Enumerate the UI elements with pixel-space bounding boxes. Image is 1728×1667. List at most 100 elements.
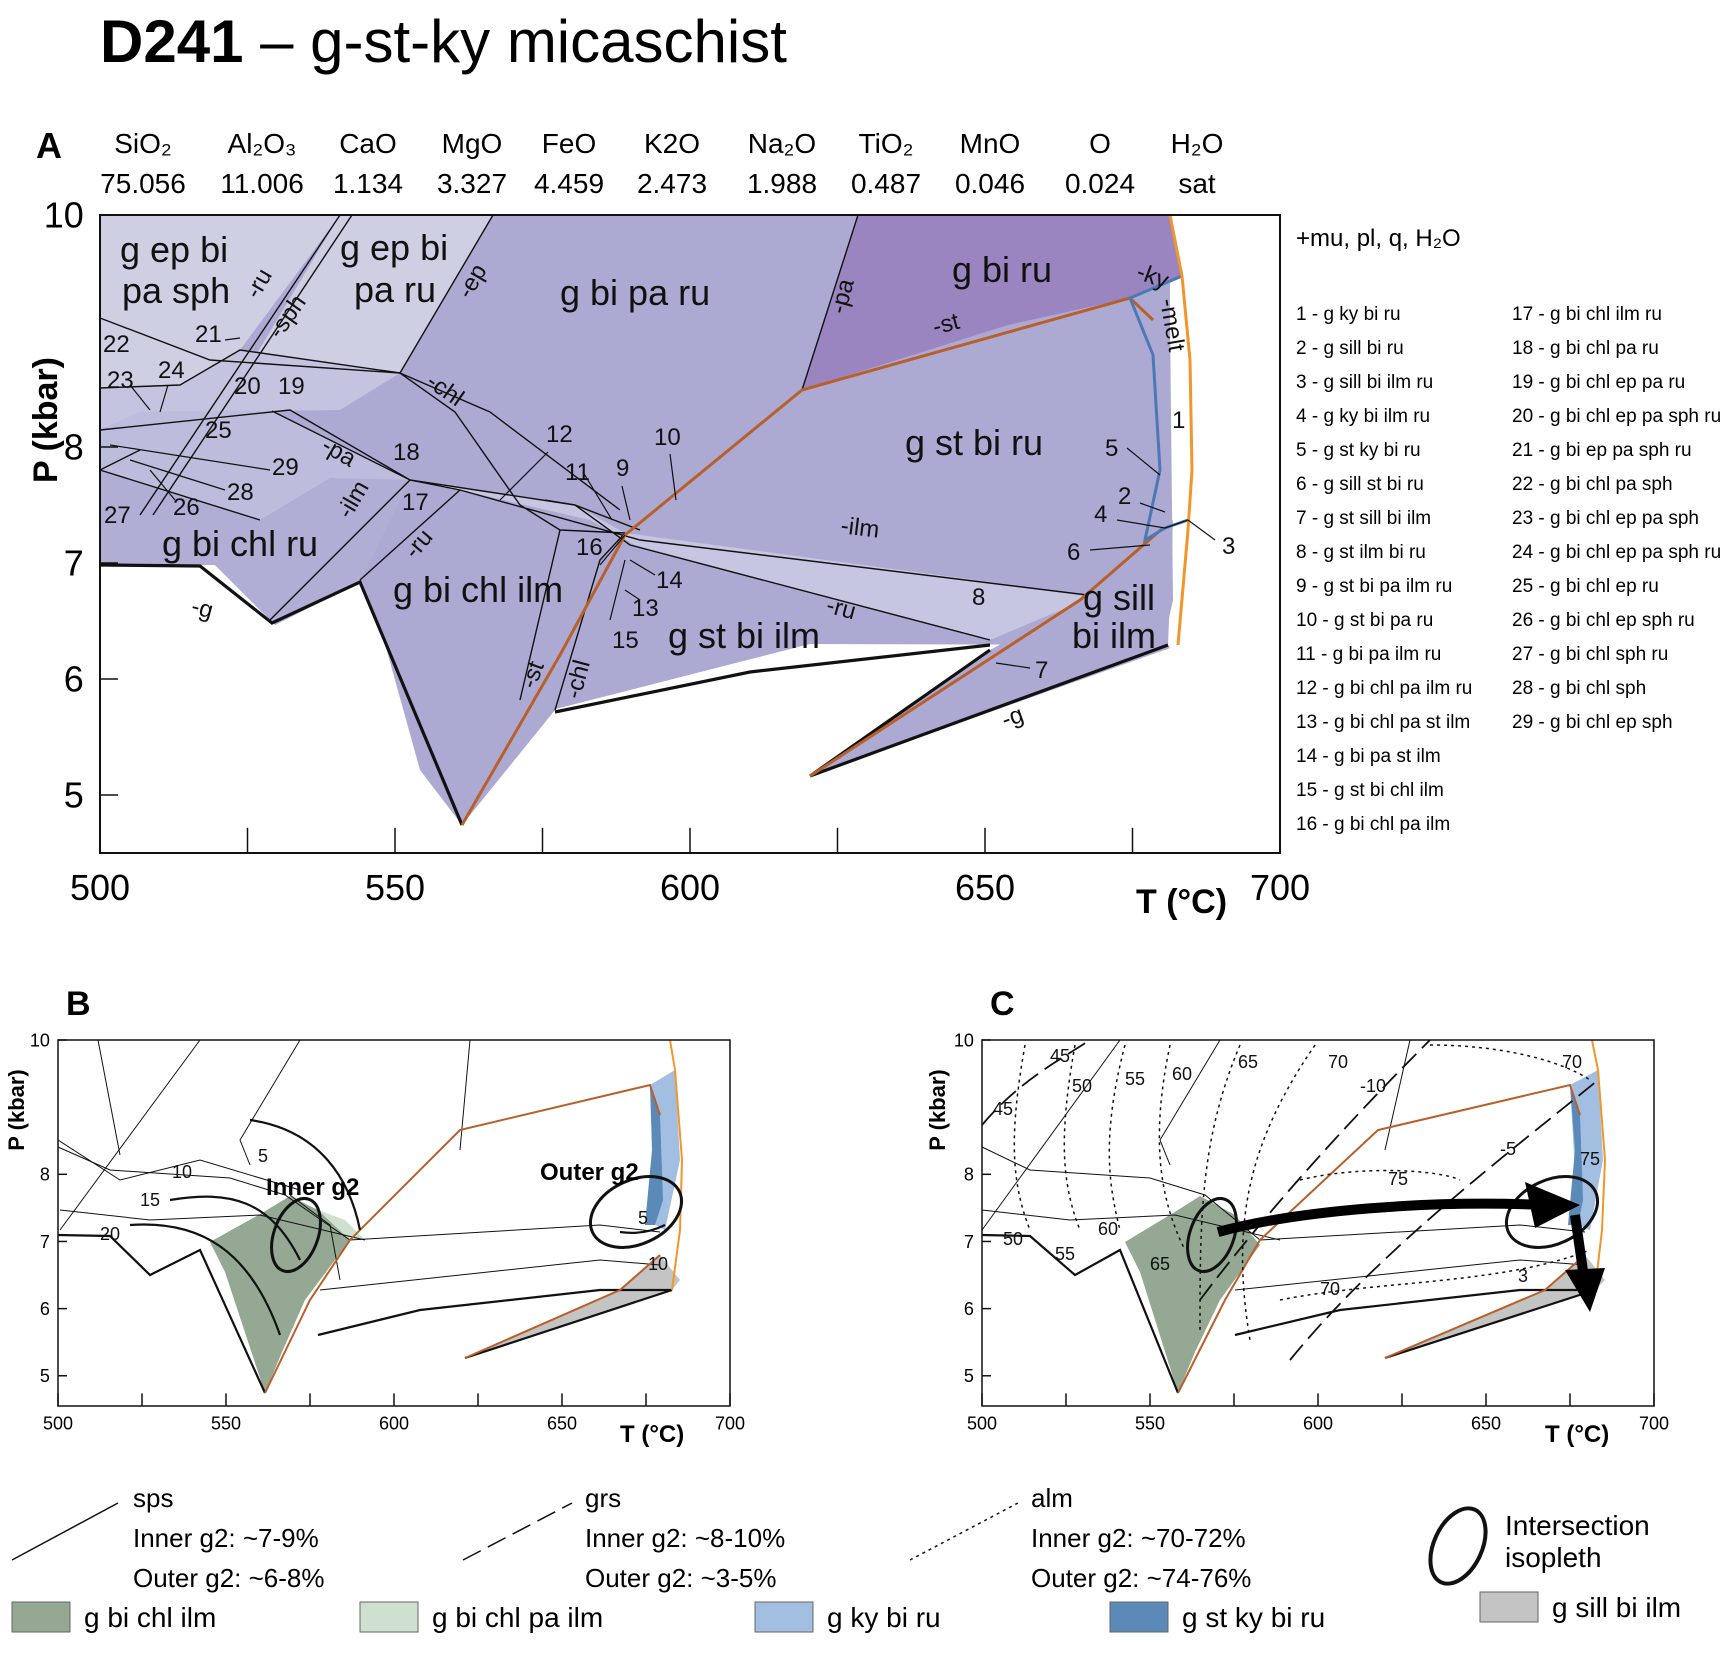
field-number-7: 7 (1035, 657, 1048, 684)
legend-alm-name: alm (1031, 1483, 1073, 1513)
composition-header: O (1089, 128, 1111, 159)
c-iso-label-65: 65 (1238, 1052, 1258, 1072)
x-tick-label: 550 (211, 1413, 241, 1433)
legend-sps-outer: Outer g2: ~6-8% (133, 1563, 325, 1593)
x-tick-label: 650 (547, 1413, 577, 1433)
c-alm-label-75-right: 75 (1580, 1149, 1600, 1169)
c-iso-label-45b: 45 (1050, 1046, 1070, 1066)
field-number-14: 14 (656, 567, 683, 594)
c-alm-label-75: 75 (1388, 1169, 1408, 1189)
legend-entry: 17 - g bi chl ilm ru (1512, 304, 1662, 325)
legend-entry: 12 - g bi chl pa ilm ru (1296, 678, 1472, 699)
field-gepbipasph (100, 215, 340, 388)
legend-entry: 20 - g bi chl ep pa sph ru (1512, 406, 1721, 427)
c-alm-label-55-low: 55 (1055, 1244, 1075, 1264)
field-gbichlilm (370, 495, 625, 825)
sample-description: – g-st-ky micaschist (243, 8, 787, 75)
b-iso-label-5: 5 (258, 1146, 268, 1166)
legend-entry: 25 - g bi chl ep ru (1512, 576, 1659, 597)
legend-entry: 18 - g bi chl pa ru (1512, 338, 1659, 359)
field-number-11: 11 (565, 459, 590, 486)
composition-header: CaO (339, 128, 397, 159)
legend-grs-name: grs (585, 1483, 621, 1513)
legend-grs-outer: Outer g2: ~3-5% (585, 1563, 777, 1593)
b-isopleths (129, 1118, 666, 1336)
c-iso-label-45: 45 (993, 1099, 1013, 1119)
axes-a: 500 550 600 650 700 10 8 7 6 5 (44, 195, 1310, 908)
legend-entry: 23 - g bi chl ep pa sph (1512, 508, 1699, 529)
panel-b-letter: B (66, 985, 91, 1023)
composition-header: Na₂O (748, 128, 816, 159)
panel-a-letter: A (36, 125, 62, 166)
b-field-gbichlpailm (318, 1210, 365, 1240)
legend-entry: 21 - g bi ep pa sph ru (1512, 440, 1692, 461)
composition-header: SiO₂ (114, 128, 172, 159)
c-ellipse-inner (1186, 1197, 1238, 1273)
assemblage-note: +mu, pl, q, H₂O (1296, 225, 1461, 252)
x-tick-label: 650 (1471, 1413, 1501, 1433)
field-label-gbichlru: g bi chl ru (162, 523, 318, 564)
c-iso-label-55: 55 (1125, 1069, 1145, 1089)
composition-header: FeO (542, 128, 596, 159)
field-number-9: 9 (616, 455, 629, 482)
legend-entry: 9 - g st bi pa ilm ru (1296, 576, 1452, 597)
sample-id: D241 (100, 8, 243, 75)
y-tick-label: 7 (964, 1232, 974, 1252)
legend-swatch (1479, 1591, 1539, 1623)
field-numbers-a: 1 2 3 4 5 6 7 8 9 10 11 12 13 14 15 16 1… (103, 321, 1235, 684)
composition-header: K2O (644, 128, 700, 159)
legend-swatch (1109, 1601, 1169, 1633)
legend-swatch-label: g bi chl ilm (84, 1602, 216, 1633)
legend-entry: 1 - g ky bi ru (1296, 304, 1401, 325)
legend-swatch (359, 1601, 419, 1633)
field-label-gbiru: g bi ru (952, 249, 1052, 290)
x-tick-label: 700 (1250, 867, 1310, 908)
c-alm-label-60-low: 60 (1098, 1219, 1118, 1239)
c-melt (1591, 1039, 1607, 1291)
composition-header: H₂O (1171, 128, 1224, 159)
field-number-24: 24 (158, 357, 185, 384)
field-label-gsillbiilm-2: bi ilm (1072, 615, 1156, 656)
y-tick-label: 5 (64, 775, 84, 816)
c-iso-label-50: 50 (1072, 1076, 1092, 1096)
c-alm-label-50-low: 50 (1003, 1229, 1023, 1249)
composition-value: 0.046 (955, 168, 1025, 199)
field-gbiru (802, 215, 1182, 390)
legend-entry: 10 - g st bi pa ru (1296, 610, 1433, 631)
legend-entry: 29 - g bi chl ep sph (1512, 712, 1673, 733)
c-decompression-arrowhead (1565, 1268, 1605, 1312)
field-gbichlru (100, 470, 410, 625)
field-gepbiparu (247, 215, 493, 373)
reaction-label-ilm: -ilm (839, 512, 881, 544)
x-tick-label: 550 (365, 867, 425, 908)
panel-c-letter: C (990, 985, 1015, 1023)
legend-intersection-ellipse (1428, 1506, 1488, 1586)
c-field-gbichlilm (1125, 1196, 1260, 1393)
b-iso-label-10-right: 10 (648, 1254, 668, 1274)
x-tick-label: 550 (1135, 1413, 1165, 1433)
legend-swatch (11, 1601, 71, 1633)
legend-swatch-label: g bi chl pa ilm (432, 1602, 603, 1633)
field-number-26: 26 (173, 494, 200, 521)
c-solidus (981, 1233, 1596, 1394)
legend-entry: 19 - g bi chl ep pa ru (1512, 372, 1685, 393)
x-axis-label-a: T (°C) (1136, 883, 1227, 921)
c-alm-label-65-low: 65 (1150, 1254, 1170, 1274)
legend-entry: 24 - g bi chl ep pa sph ru (1512, 542, 1721, 563)
legend-entry: 22 - g bi chl pa sph (1512, 474, 1673, 495)
field-number-17: 17 (402, 489, 429, 516)
field-number-5: 5 (1105, 435, 1118, 462)
y-tick-label: 8 (64, 427, 84, 468)
y-axis-label-a: P (kbar) (27, 357, 65, 483)
panel-c-fields (1125, 1070, 1605, 1393)
c-iso-label-70-right: 70 (1562, 1052, 1582, 1072)
legend-entry: 15 - g st bi chl ilm (1296, 780, 1444, 801)
field-label-gepbiparu-2: pa ru (354, 269, 436, 310)
field-number-16: 16 (576, 534, 603, 561)
composition-header: Al₂O₃ (228, 128, 297, 159)
c-grs-label-10: -10 (1360, 1076, 1386, 1096)
c-iso-label-70-top: 70 (1328, 1052, 1348, 1072)
b-ellipse-inner (270, 1197, 322, 1273)
composition-value: 2.473 (637, 168, 707, 199)
field-number-12: 12 (546, 421, 573, 448)
